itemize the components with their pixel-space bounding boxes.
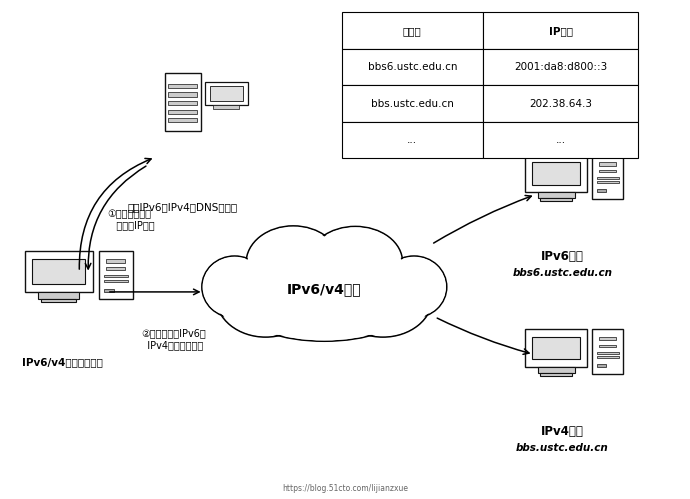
- Bar: [342, 12, 483, 49]
- Bar: [483, 49, 638, 85]
- Bar: [104, 275, 128, 277]
- Bar: [483, 122, 638, 158]
- Ellipse shape: [217, 258, 314, 336]
- Ellipse shape: [265, 250, 384, 334]
- Ellipse shape: [258, 238, 391, 331]
- Bar: [165, 73, 201, 131]
- Bar: [25, 251, 93, 292]
- Ellipse shape: [203, 257, 266, 317]
- Bar: [168, 101, 197, 105]
- Bar: [538, 192, 575, 198]
- Text: ②根据指定的IPv6或
  IPv4地址开始通信: ②根据指定的IPv6或 IPv4地址开始通信: [141, 328, 206, 350]
- Bar: [538, 367, 575, 373]
- Bar: [106, 267, 125, 270]
- Bar: [168, 84, 197, 88]
- Bar: [600, 344, 616, 347]
- Bar: [597, 177, 619, 179]
- Text: ①查询与主机名
   对应的IP地址: ①查询与主机名 对应的IP地址: [107, 209, 155, 231]
- Bar: [99, 251, 132, 299]
- Text: bbs.ustc.edu.cn: bbs.ustc.edu.cn: [516, 443, 609, 453]
- Ellipse shape: [216, 256, 315, 337]
- Bar: [342, 49, 483, 85]
- Text: 主机名: 主机名: [403, 25, 422, 36]
- Ellipse shape: [310, 228, 401, 296]
- Bar: [168, 110, 197, 114]
- Bar: [210, 85, 243, 101]
- Bar: [525, 155, 587, 192]
- Bar: [104, 289, 114, 292]
- Text: ...: ...: [555, 135, 566, 145]
- Text: IP地址: IP地址: [549, 25, 573, 36]
- Ellipse shape: [246, 282, 403, 341]
- Bar: [597, 352, 619, 354]
- Text: 适配IPv6和IPv4的DNS服务器: 适配IPv6和IPv4的DNS服务器: [128, 202, 238, 212]
- Text: 202.38.64.3: 202.38.64.3: [529, 98, 592, 109]
- Text: ...: ...: [407, 135, 417, 145]
- Text: IPv4主机: IPv4主机: [541, 425, 584, 438]
- Bar: [597, 182, 619, 184]
- Bar: [41, 299, 76, 302]
- Text: bbs.ustc.edu.cn: bbs.ustc.edu.cn: [371, 98, 454, 109]
- Ellipse shape: [248, 283, 401, 340]
- Bar: [525, 329, 587, 367]
- Bar: [597, 189, 607, 192]
- Bar: [483, 12, 638, 49]
- Text: bbs6.ustc.edu.cn: bbs6.ustc.edu.cn: [368, 62, 457, 72]
- Bar: [213, 105, 239, 109]
- Text: IPv6主机: IPv6主机: [541, 250, 584, 262]
- Bar: [600, 162, 616, 166]
- Bar: [600, 170, 616, 172]
- Text: bbs6.ustc.edu.cn: bbs6.ustc.edu.cn: [513, 268, 612, 278]
- Bar: [483, 85, 638, 122]
- Bar: [104, 280, 128, 282]
- Ellipse shape: [333, 256, 433, 337]
- Ellipse shape: [308, 227, 402, 297]
- Bar: [532, 337, 580, 359]
- Ellipse shape: [248, 227, 339, 299]
- Bar: [342, 85, 483, 122]
- Bar: [168, 118, 197, 122]
- Bar: [597, 364, 607, 367]
- Bar: [342, 122, 483, 158]
- Bar: [168, 92, 197, 96]
- Ellipse shape: [267, 250, 382, 333]
- Text: IPv6/v4网络: IPv6/v4网络: [287, 282, 362, 296]
- Ellipse shape: [381, 256, 447, 318]
- Bar: [592, 155, 624, 199]
- Bar: [540, 198, 572, 202]
- Ellipse shape: [256, 237, 393, 332]
- Bar: [204, 82, 248, 105]
- Ellipse shape: [201, 256, 267, 318]
- Bar: [106, 259, 125, 263]
- Bar: [540, 373, 572, 376]
- Text: https://blog.51cto.com/lijianzxue: https://blog.51cto.com/lijianzxue: [282, 484, 408, 493]
- Bar: [592, 329, 624, 373]
- Text: 2001:da8:d800::3: 2001:da8:d800::3: [514, 62, 607, 72]
- Bar: [532, 162, 580, 185]
- Bar: [38, 292, 79, 299]
- Bar: [32, 259, 86, 283]
- Bar: [597, 356, 619, 358]
- Ellipse shape: [335, 258, 431, 336]
- Ellipse shape: [246, 226, 340, 300]
- Ellipse shape: [382, 257, 446, 317]
- Bar: [600, 337, 616, 340]
- Text: IPv6/v4双协议栈主机: IPv6/v4双协议栈主机: [21, 357, 103, 367]
